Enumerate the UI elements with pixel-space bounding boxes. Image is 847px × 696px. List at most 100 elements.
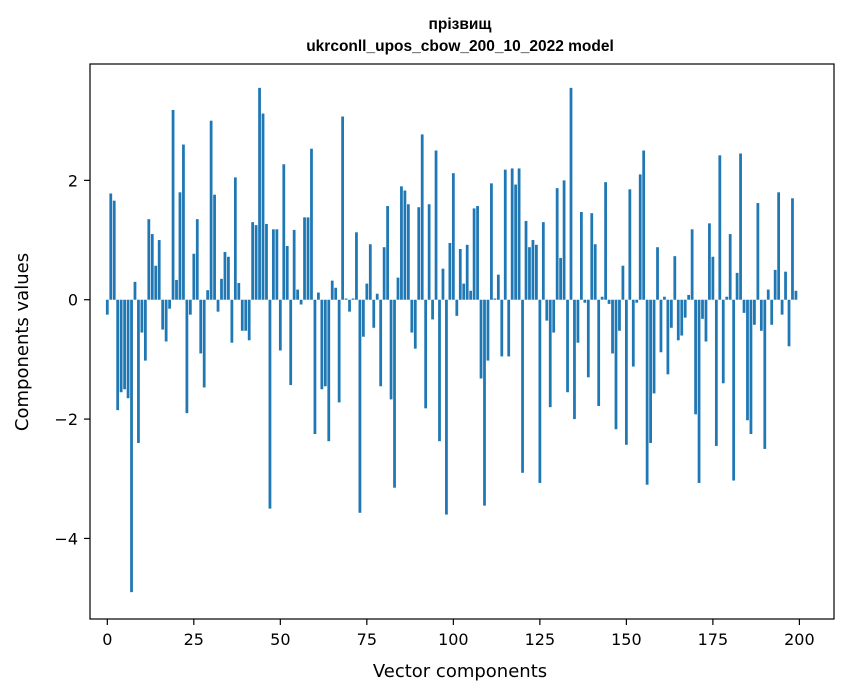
bar-117 xyxy=(510,168,514,300)
bar-82 xyxy=(389,299,393,400)
bar-169 xyxy=(690,229,694,300)
bar-166 xyxy=(680,299,684,336)
bar-67 xyxy=(337,299,341,403)
bar-125 xyxy=(538,299,542,483)
bar-198 xyxy=(791,198,794,300)
bar-199 xyxy=(794,290,798,300)
x-tick-label-50: 50 xyxy=(270,630,290,649)
x-axis: 0 25 50 75 100 125 150 175 200 xyxy=(102,619,815,649)
bar-170 xyxy=(694,299,697,415)
bar-192 xyxy=(770,299,774,325)
bar-81 xyxy=(386,206,389,300)
bar-174 xyxy=(708,223,711,300)
bar-197 xyxy=(787,299,791,347)
bar-1 xyxy=(109,193,113,300)
bar-119 xyxy=(517,168,521,300)
bar-93 xyxy=(427,204,431,300)
bar-126 xyxy=(541,222,545,300)
x-axis-label: Vector components xyxy=(373,661,547,682)
bar-182 xyxy=(735,272,739,300)
bar-139 xyxy=(586,299,590,378)
bar-185 xyxy=(746,299,749,421)
bar-34 xyxy=(223,251,227,300)
bar-2 xyxy=(112,200,116,300)
y-axis-label: Components values xyxy=(12,253,33,431)
bar-30 xyxy=(209,120,213,300)
bar-155 xyxy=(642,150,646,300)
chart-subtitle: ukrconll_upos_cbow_200_10_2022 model xyxy=(306,38,614,55)
bar-180 xyxy=(728,234,732,300)
x-tick-label-75: 75 xyxy=(357,630,377,649)
bar-121 xyxy=(524,220,528,300)
bar-123 xyxy=(531,240,535,300)
bar-163 xyxy=(669,299,673,328)
bar-42 xyxy=(251,222,255,300)
bar-56 xyxy=(299,299,303,305)
bar-91 xyxy=(420,134,424,300)
bar-108 xyxy=(479,299,483,379)
bar-150 xyxy=(624,299,628,445)
bar-102 xyxy=(458,249,462,300)
bar-64 xyxy=(327,299,331,442)
x-tick-label-150: 150 xyxy=(611,630,642,649)
bar-90 xyxy=(417,207,421,300)
y-tick-label--2: −2 xyxy=(54,410,78,429)
bar-189 xyxy=(759,299,763,331)
bar-156 xyxy=(645,299,649,485)
bar-164 xyxy=(673,256,677,300)
bar-69 xyxy=(344,298,348,300)
bar-187 xyxy=(753,299,756,325)
bar-10 xyxy=(140,299,144,333)
bar-35 xyxy=(227,256,230,300)
bar-177 xyxy=(718,155,722,300)
bar-175 xyxy=(711,256,715,300)
bars-group xyxy=(105,87,798,593)
bar-194 xyxy=(777,192,781,300)
bar-45 xyxy=(261,113,265,300)
bar-6 xyxy=(126,299,130,399)
bar-131 xyxy=(559,257,563,300)
bar-167 xyxy=(683,299,687,318)
bar-176 xyxy=(714,299,718,446)
bar-13 xyxy=(150,234,154,300)
bar-107 xyxy=(476,206,479,300)
bar-17 xyxy=(164,299,168,342)
bar-188 xyxy=(756,203,760,300)
bar-190 xyxy=(763,299,767,449)
bar-33 xyxy=(220,278,223,300)
bar-65 xyxy=(330,280,334,300)
bar-183 xyxy=(739,153,742,300)
bar-29 xyxy=(206,290,210,300)
bar-89 xyxy=(413,299,417,349)
bar-84 xyxy=(396,277,400,300)
bar-54 xyxy=(292,229,296,300)
bar-112 xyxy=(493,298,497,300)
bar-70 xyxy=(348,299,351,312)
bar-4 xyxy=(119,299,123,393)
bar-16 xyxy=(161,299,165,330)
bar-158 xyxy=(652,299,656,394)
bar-37 xyxy=(233,177,237,300)
bar-14 xyxy=(154,265,158,300)
bar-193 xyxy=(773,269,777,300)
bar-113 xyxy=(496,274,500,300)
bar-55 xyxy=(296,289,300,300)
bar-26 xyxy=(195,219,199,300)
y-tick-label--4: −4 xyxy=(54,529,78,548)
bar-195 xyxy=(780,299,784,315)
bar-98 xyxy=(445,299,448,515)
bar-21 xyxy=(178,192,182,300)
y-tick-label-2: 2 xyxy=(68,171,78,190)
bar-61 xyxy=(317,292,320,300)
bar-122 xyxy=(528,247,531,300)
bar-132 xyxy=(562,180,566,300)
bar-141 xyxy=(593,244,597,300)
bar-159 xyxy=(656,247,659,300)
bar-46 xyxy=(265,223,268,300)
bar-18 xyxy=(168,299,171,309)
bar-100 xyxy=(451,173,455,300)
y-tick-label-0: 0 xyxy=(68,291,78,310)
bar-138 xyxy=(583,299,587,303)
bar-51 xyxy=(282,164,286,300)
